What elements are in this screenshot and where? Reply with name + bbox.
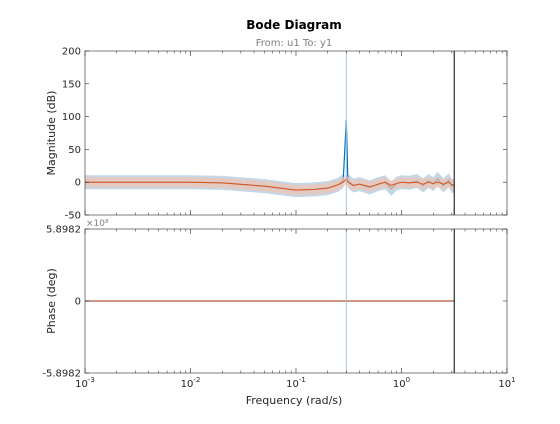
y-axis-label-magnitude: Magnitude (dB) <box>45 91 58 176</box>
y-tick-label: 0 <box>75 297 81 308</box>
y-multiplier-phase: ×10⁸ <box>86 219 109 229</box>
y-tick-label: 0 <box>75 178 81 189</box>
y-axis-label-phase: Phase (deg) <box>45 268 58 334</box>
confidence-band-model <box>85 173 455 196</box>
y-tick-label: -5.8982 <box>42 369 81 380</box>
y-tick-label: 100 <box>62 112 81 123</box>
y-tick-label: -50 <box>65 211 81 222</box>
x-tick-label: 100 <box>393 376 410 390</box>
chart-title: Bode Diagram <box>246 18 342 32</box>
plot-area-magnitude <box>85 51 455 215</box>
chart-subtitle: From: u1 To: y1 <box>256 38 333 49</box>
x-tick-label: 101 <box>498 376 515 390</box>
panel-magnitude: Magnitude (dB) -50 0 50 100 150 200 <box>45 47 508 222</box>
panel-phase: Phase (deg) ×10⁸ -5.8982 0 5.8982 <box>42 219 508 380</box>
x-tick-label: 10-1 <box>286 376 306 390</box>
confidence-band-estimate <box>85 112 455 198</box>
plot-area-phase <box>85 229 455 373</box>
series-line-model <box>85 178 455 191</box>
x-tick-label: 10-3 <box>75 376 95 390</box>
x-tick-label: 10-2 <box>181 376 201 390</box>
x-axis-label: Frequency (rad/s) <box>246 394 343 407</box>
y-tick-label: 5.8982 <box>46 225 81 236</box>
y-tick-label: 50 <box>68 145 81 156</box>
y-tick-label: 150 <box>62 79 81 90</box>
y-tick-label: 200 <box>62 47 81 58</box>
